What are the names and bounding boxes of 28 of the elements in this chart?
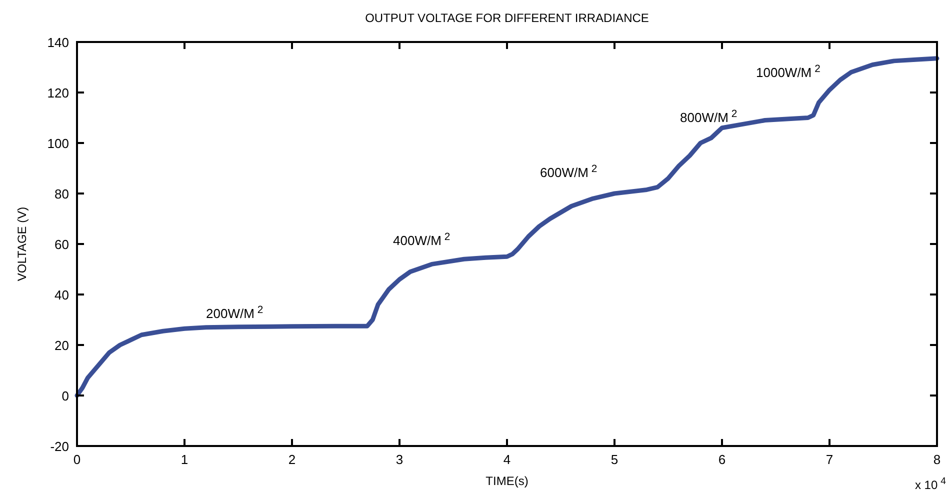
y-tick-label: 140 — [47, 35, 69, 50]
chart-title: OUTPUT VOLTAGE FOR DIFFERENT IRRADIANCE — [365, 11, 649, 25]
x-axis-title: TIME(s) — [486, 474, 528, 488]
annotation: 200W/M$^{2}$ — [206, 304, 264, 321]
y-tick-label: 100 — [47, 136, 69, 151]
x-tick-label: 2 — [288, 452, 296, 467]
annotation: 400W/M$^{2}$ — [393, 232, 450, 248]
x-tick-label: 0 — [73, 452, 81, 467]
y-tick-label: -20 — [50, 439, 69, 454]
x-tick-label: 4 — [503, 452, 511, 467]
annotation: 600W/M$^{2}$ — [540, 164, 598, 180]
y-tick-label: 120 — [47, 86, 69, 100]
text: x 10$^{4}$ — [914, 476, 947, 492]
y-tick-label: 40 — [54, 288, 69, 302]
y-axis-title: VOLTAGE (V) — [15, 206, 29, 282]
x-tick-label: 3 — [396, 452, 404, 467]
y-tick-label: 20 — [54, 338, 69, 353]
annotation: 1000W/M$^{2}$ — [756, 64, 821, 80]
annotation: 800W/M$^{2}$ — [680, 108, 738, 125]
x-tick-label: 1 — [180, 452, 188, 467]
y-tick-label: 80 — [54, 186, 69, 202]
x-tick-label: 8 — [933, 452, 941, 467]
y-tick-label: 0 — [62, 388, 69, 404]
y-tick-label: 60 — [54, 237, 69, 252]
line-series — [74, 56, 940, 398]
x-tick-label: 7 — [826, 452, 834, 467]
x-tick-label: 5 — [610, 452, 618, 467]
x-tick-label: 6 — [718, 452, 726, 467]
